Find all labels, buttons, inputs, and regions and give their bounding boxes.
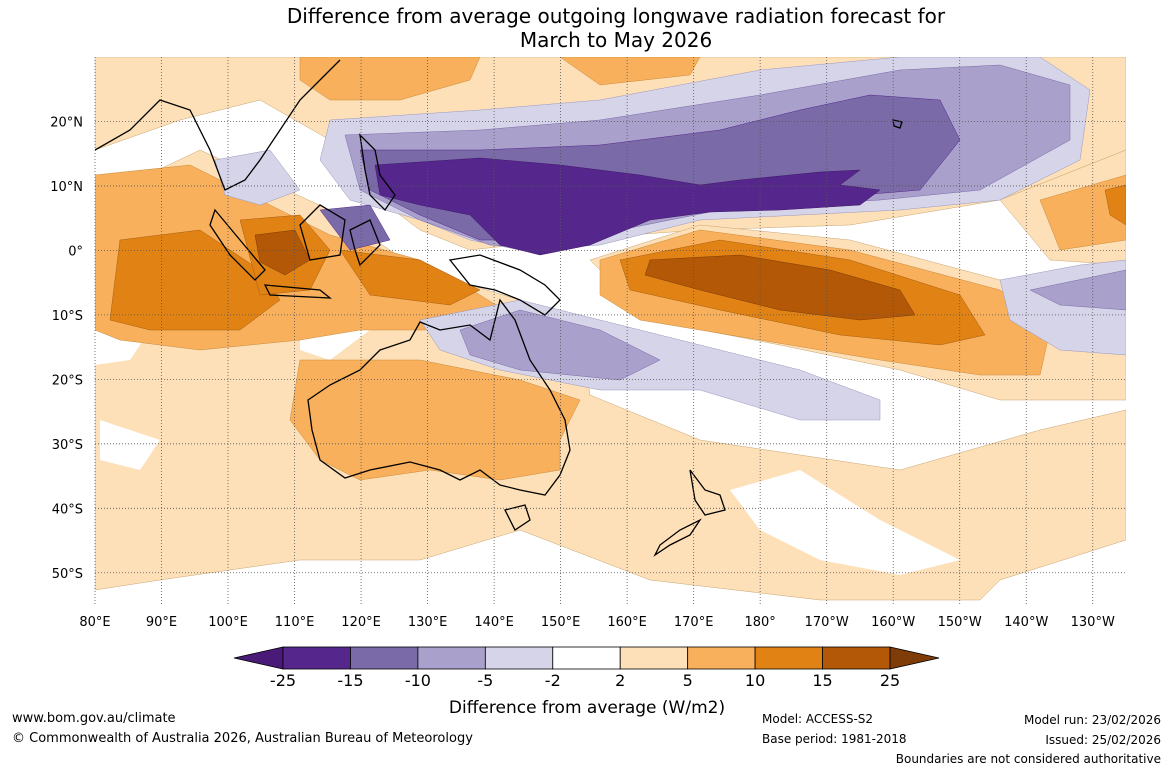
colorbar-tick-label: -5 (477, 671, 493, 690)
colorbar-box (282, 646, 351, 670)
colorbar-label: Difference from average (W/m2) (449, 698, 725, 718)
nz-south-coastline (653, 518, 702, 557)
x-axis-ticks: 80°E 90°E 100°E 110°E 120°E 130°E 140°E 150°E 16… (79, 615, 1115, 630)
nz-north-coastline (689, 469, 726, 516)
region-pos-10-15 (1104, 184, 1126, 226)
x-tick-label: 160°E (607, 615, 647, 630)
region-neg-15-25 (374, 157, 881, 256)
sulawesi-coastline (349, 219, 381, 267)
colorbar-tick-label: -2 (545, 671, 561, 690)
x-tick-label: 140°W (1004, 615, 1048, 630)
x-tick-label: 110°E (275, 615, 315, 630)
colorbar-box (417, 646, 486, 670)
y-tick-label: 20°S (52, 373, 83, 388)
colorbar-box (619, 646, 689, 670)
y-tick-label: 50°S (52, 567, 83, 582)
y-tick-label: 0° (68, 244, 83, 259)
colorbar-tick-label: -25 (270, 671, 296, 690)
colorbar-extend-min (233, 646, 284, 670)
copyright-text: © Commonwealth of Australia 2026, Austra… (12, 731, 473, 746)
y-tick-label: 10°S (52, 309, 83, 324)
region-neutral (730, 470, 960, 575)
x-tick-label: 120°E (341, 615, 381, 630)
colorbar-box (552, 646, 621, 670)
website-link[interactable]: www.bom.gov.au/climate (12, 711, 176, 726)
region-pos-5-10 (559, 57, 701, 86)
colorbar-extend-max (889, 646, 940, 670)
y-axis-ticks: 20°N 10°N 0° 10°S 20°S 30°S 40°S 50°S (50, 115, 83, 581)
x-tick-label: 150°E (541, 615, 581, 630)
model-run-date: Model run: 23/02/2026 (1023, 713, 1161, 727)
colorbar-ticks: -25 -15 -10 -5 -2 2 5 10 15 25 (270, 671, 900, 690)
colorbar-box (484, 646, 554, 670)
x-tick-label: 130°E (408, 615, 448, 630)
region-pos-15-25 (254, 229, 311, 276)
chart-title-line-2: March to May 2026 (519, 28, 713, 52)
model-name: Model: ACCESS-S2 (762, 712, 874, 726)
java-coastline (263, 284, 332, 299)
region-neg-5-10 (459, 309, 661, 381)
philippines-coastline (359, 133, 396, 212)
borneo-coastline (299, 204, 346, 261)
region-neg-2-5 (214, 149, 301, 206)
chart-title-line-1: Difference from average outgoing longwav… (286, 4, 946, 28)
x-tick-label: 100°E (208, 615, 248, 630)
region-pos-5-10 (1039, 174, 1126, 251)
x-tick-label: 150°W (938, 615, 982, 630)
x-tick-label: 160°W (871, 615, 915, 630)
x-tick-label: 130°W (1071, 615, 1115, 630)
y-tick-label: 10°N (50, 180, 83, 195)
coastlines (95, 59, 903, 557)
issued-date: Issued: 25/02/2026 (1045, 733, 1161, 747)
colorbar-tick-label: 2 (615, 671, 625, 690)
colorbar-box (822, 646, 891, 670)
anomaly-field (95, 57, 1126, 605)
mainland-asia-coastline (95, 59, 341, 191)
colorbar-tick-label: -10 (405, 671, 431, 690)
colorbar-tick-label: 25 (880, 671, 900, 690)
colorbar-tick-label: 5 (683, 671, 693, 690)
x-tick-label: 90°E (146, 615, 177, 630)
colorbar-box (754, 646, 823, 670)
region-neg-5-10 (1029, 269, 1126, 311)
sumatra-coastline (209, 208, 266, 281)
new-guinea-coastline (448, 254, 561, 316)
y-tick-label: 30°S (52, 438, 83, 453)
colorbar-tick-label: -15 (337, 671, 363, 690)
y-tick-label: 20°N (50, 115, 83, 130)
australia-coastline (307, 298, 571, 496)
x-tick-label: 170°E (674, 615, 714, 630)
region-pos-5-10 (289, 359, 581, 481)
region-pos-10-15 (339, 249, 481, 306)
region-pos-5-10 (299, 57, 481, 101)
x-tick-label: 170°W (805, 615, 849, 630)
x-tick-label: 180° (744, 615, 775, 630)
gridlines (94, 57, 1126, 605)
colorbar (233, 646, 940, 670)
x-tick-label: 140°E (474, 615, 514, 630)
base-period: Base period: 1981-2018 (762, 732, 907, 746)
tasmania-coastline (504, 504, 531, 531)
region-neutral (100, 420, 160, 470)
boundaries-disclaimer: Boundaries are not considered authoritat… (895, 752, 1161, 766)
colorbar-tick-label: 15 (812, 671, 832, 690)
colorbar-box (687, 646, 756, 670)
colorbar-box (350, 646, 419, 670)
x-tick-label: 80°E (79, 615, 110, 630)
region-pos-15-25 (644, 254, 916, 321)
y-tick-label: 40°S (52, 502, 83, 517)
colorbar-tick-label: 10 (745, 671, 765, 690)
